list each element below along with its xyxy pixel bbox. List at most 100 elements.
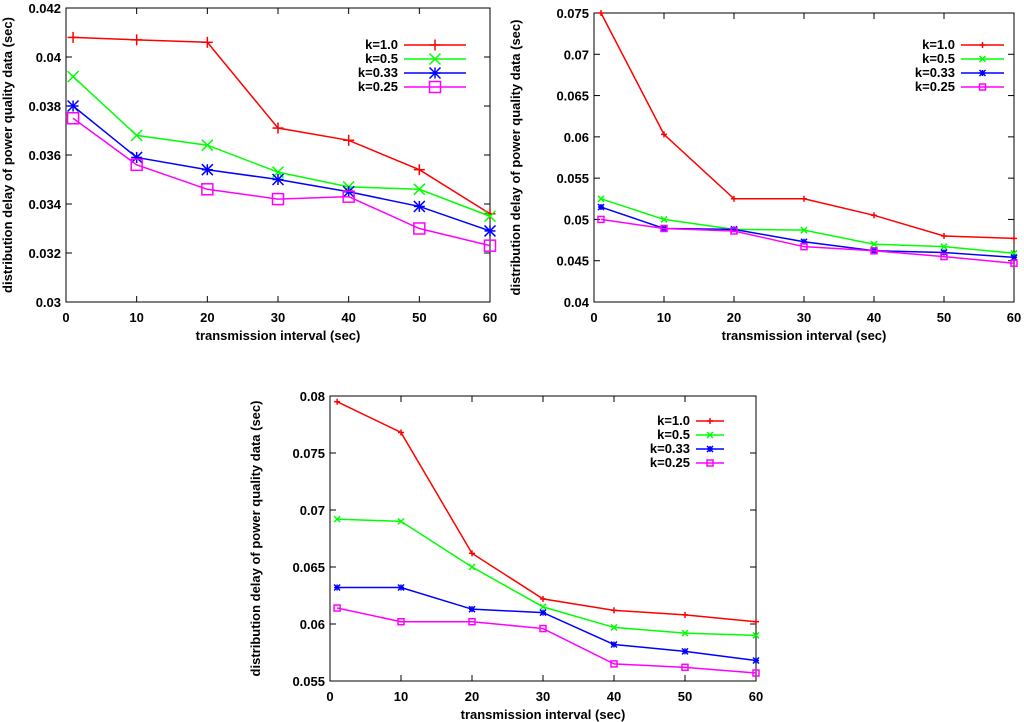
- chart-panel-bottom: 0.055 0.06 0.065 0.07 0.075 0.08 0 10 20 30 40 50 60…: [248, 372, 780, 722]
- chart2-point-k-1-0: [398, 429, 404, 436]
- chart2-ytick-label: 0.06: [300, 617, 325, 632]
- chart1-ytick-label: 0.055: [556, 171, 589, 186]
- chart2-ytick-label: 0.08: [300, 389, 325, 404]
- chart1-x-axis-title: transmission interval (sec): [722, 328, 887, 343]
- chart2-point-k-0-33: [397, 583, 405, 592]
- chart1-point-k-0-25: [800, 242, 808, 251]
- chart2-legend-label-k-1-0: k=1.0: [657, 413, 690, 428]
- chart2-point-k-0-33: [752, 656, 760, 665]
- chart1-ytick-label: 0.065: [556, 89, 589, 104]
- chart2-point-k-0-25: [610, 660, 618, 668]
- chart2-point-k-0-25: [468, 617, 476, 626]
- chart-bottom: 0.055 0.06 0.065 0.07 0.075 0.08 0 10 20 30 40 50 60…: [248, 389, 763, 722]
- chart0-xtick-label: 50: [412, 310, 426, 325]
- chart2-point-k-0-5: [681, 629, 689, 637]
- chart2-point-k-1-0: [469, 550, 475, 557]
- chart2-point-k-0-5: [468, 563, 476, 571]
- chart2-plot-frame: [329, 395, 757, 682]
- chart1-ytick-label: 0.07: [564, 47, 589, 62]
- chart0-point-k-0-33: [483, 224, 497, 237]
- chart2-xtick-label: 0: [326, 689, 333, 704]
- chart0-point-k-0-5: [67, 70, 80, 83]
- chart2-point-k-0-5: [397, 517, 405, 525]
- chart0-xtick-label: 0: [62, 310, 69, 325]
- chart1-point-k-0-25: [870, 247, 878, 255]
- chart2-series-line-k-0-25: [336, 607, 757, 674]
- chart0-point-k-1-0: [343, 134, 355, 146]
- chart1-xtick-label: 10: [657, 310, 671, 325]
- chart2-xtick-label: 10: [394, 689, 408, 704]
- chart0-point-k-1-0: [413, 164, 425, 176]
- chart2-y-axis-title: distribution delay of power quality data…: [248, 401, 263, 677]
- chart0-xtick-label: 10: [129, 310, 143, 325]
- chart0-xtick-label: 20: [200, 310, 214, 325]
- chart0-xtick-label: 30: [271, 310, 285, 325]
- chart0-legend-label-k-0-5: k=0.5: [365, 51, 398, 66]
- chart1-ytick-label: 0.075: [556, 6, 589, 21]
- chart1-point-k-0-33: [940, 248, 948, 256]
- chart1-point-k-1-0: [598, 10, 604, 16]
- chart2-point-k-0-25: [333, 604, 341, 612]
- chart1-point-k-0-25: [1010, 259, 1018, 267]
- chart0-legend-marker-k-0-5: [428, 52, 442, 66]
- chart1-point-k-1-0: [661, 131, 667, 138]
- chart1-legend-marker-k-0-25: [978, 83, 987, 91]
- chart2-ytick-label: 0.065: [292, 560, 325, 575]
- chart2-point-k-0-25: [397, 617, 405, 626]
- chart1-ytick-label: 0.045: [556, 254, 589, 269]
- chart0-xtick-label: 40: [341, 310, 355, 325]
- chart2-point-k-1-0: [753, 618, 759, 625]
- chart0-legend-marker-k-0-25: [428, 80, 442, 94]
- chart2-point-k-1-0: [682, 611, 688, 618]
- chart0-ytick-label: 0.036: [28, 148, 61, 163]
- chart0-point-k-0-5: [413, 183, 426, 196]
- chart-top-right: 0.04 0.045 0.05 0.055 0.06 0.065 0.07 0.075 0 10 2…: [508, 6, 1021, 343]
- chart1-ytick-label: 0.05: [564, 212, 589, 227]
- chart2-point-k-0-33: [333, 583, 341, 592]
- chart2-point-k-0-5: [333, 515, 341, 523]
- chart1-point-k-1-0: [801, 195, 807, 202]
- chart2-point-k-0-25: [539, 624, 547, 633]
- chart1-point-k-0-5: [870, 240, 878, 248]
- chart2-point-k-0-25: [681, 663, 689, 672]
- chart2-point-k-0-33: [681, 647, 689, 655]
- chart2-xtick-label: 50: [678, 689, 692, 704]
- chart0-point-k-1-0: [131, 34, 143, 46]
- chart0-series-line-k-0-25: [72, 117, 491, 247]
- chart2-legend-label-k-0-25: k=0.25: [650, 455, 690, 470]
- chart1-legend-label-k-0-5: k=0.5: [922, 51, 955, 66]
- chart2-point-k-1-0: [334, 398, 341, 405]
- chart0-ytick-label: 0.032: [28, 246, 61, 261]
- chart1-point-k-0-25: [730, 227, 738, 235]
- chart1-point-k-0-5: [800, 226, 808, 234]
- chart1-xtick-label: 30: [797, 310, 811, 325]
- chart1-ytick-label: 0.06: [564, 130, 589, 145]
- chart0-point-k-0-25: [342, 190, 355, 203]
- chart1-xtick-label: 20: [727, 310, 741, 325]
- chart1-legend-marker-k-0-33: [978, 69, 987, 77]
- chart2-legend-marker-k-1-0: [707, 418, 713, 424]
- chart0-point-k-1-0: [201, 36, 213, 48]
- chart2-xtick-label: 30: [536, 689, 550, 704]
- chart1-point-k-0-5: [660, 215, 668, 223]
- chart1-y-axis-title: distribution delay of power quality data…: [508, 20, 523, 296]
- chart2-point-k-0-33: [468, 605, 476, 613]
- chart0-point-k-0-25: [271, 192, 285, 206]
- chart2-ytick-label: 0.07: [300, 503, 325, 518]
- chart1-legend-label-k-0-25: k=0.25: [915, 79, 955, 94]
- chart1-xtick-label: 0: [590, 310, 597, 325]
- chart2-point-k-0-33: [539, 609, 547, 617]
- chart0-point-k-0-33: [130, 151, 143, 164]
- chart2-point-k-0-25: [752, 669, 760, 677]
- chart0-point-k-0-5: [483, 210, 497, 223]
- chart-panel-top-right: 0.04 0.045 0.05 0.055 0.06 0.065 0.07 0.075 0 10 2…: [508, 0, 1024, 345]
- chart2-legend-label-k-0-33: k=0.33: [650, 441, 690, 456]
- chart0-point-k-0-25: [66, 112, 80, 125]
- chart1-point-k-1-0: [1011, 235, 1017, 242]
- chart1-point-k-1-0: [731, 195, 737, 202]
- chart0-point-k-0-25: [130, 158, 143, 172]
- chart0-legend-label-k-1-0: k=1.0: [365, 37, 398, 52]
- chart1-ytick-label: 0.04: [564, 295, 590, 310]
- chart0-point-k-1-0: [67, 31, 79, 43]
- chart0-ytick-label: 0.042: [28, 1, 61, 16]
